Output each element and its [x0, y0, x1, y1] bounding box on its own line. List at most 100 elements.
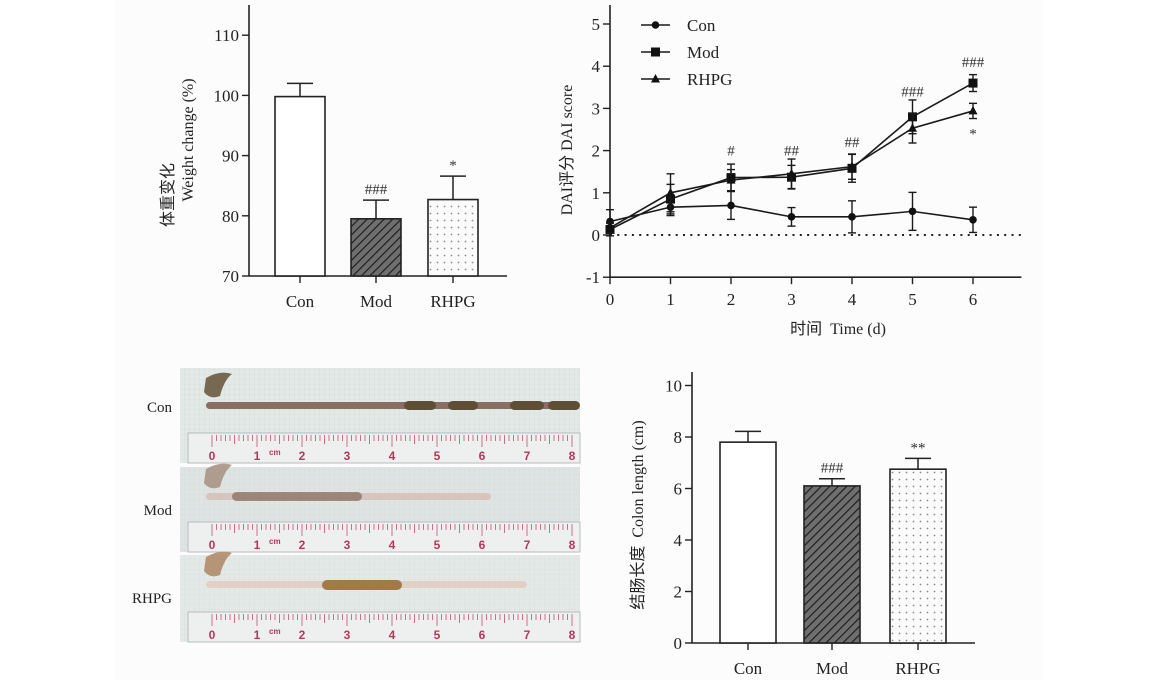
weight-change-chart: 70 80 90 100 110 Con Mod ### RHPG *	[214, 5, 507, 311]
significance-label: ###	[962, 55, 985, 71]
legend-marker	[651, 47, 660, 57]
fecal-pellet	[404, 401, 436, 410]
photo-mod: 0 1 2 3 4 5 6 7 8 cm Mod	[144, 463, 581, 553]
y-tick-label: 110	[214, 26, 239, 45]
bar-mod	[350, 218, 402, 277]
cecum	[204, 551, 232, 577]
y-tick-label: 4	[674, 531, 683, 550]
ruler-number: 5	[434, 449, 441, 463]
significance-label: #	[727, 144, 735, 160]
data-point	[727, 201, 735, 210]
photo-label: Con	[147, 400, 173, 416]
photo-rhpg: 0 1 2 3 4 5 6 7 8 cm RHPG	[132, 551, 581, 643]
ruler	[187, 432, 581, 464]
x-tick-label: 0	[606, 290, 615, 309]
colon-ylabel: 结肠长度 Colon length (cm)	[629, 420, 647, 609]
data-point	[968, 105, 978, 115]
significance-label: *	[449, 158, 457, 174]
ruler-number: 6	[479, 628, 486, 642]
x-tick-label: 1	[666, 290, 675, 309]
ruler-number: 2	[299, 538, 306, 552]
data-point	[787, 168, 796, 178]
bar-rhpg	[427, 198, 479, 277]
data-point	[968, 78, 978, 88]
x-tick-label: RHPG	[430, 292, 475, 311]
dai-ylabel: DAI评分 DAI score	[558, 85, 576, 216]
colon-tissue	[206, 402, 572, 409]
x-tick-label: 5	[908, 290, 917, 309]
significance-label: **	[911, 440, 926, 456]
ruler-number: 0	[209, 628, 216, 642]
ruler-number: 0	[209, 538, 216, 552]
ruler-number: 8	[569, 538, 576, 552]
x-tick-label: 6	[969, 290, 978, 309]
ruler-number: 4	[389, 628, 396, 642]
photo-con: 0 1 2 3 4 5 6 7 8 cm Con	[147, 368, 581, 464]
x-tick-label: Mod	[816, 659, 849, 678]
x-tick-label: Con	[286, 292, 315, 311]
x-tick-label: RHPG	[895, 659, 940, 678]
ruler-number: 7	[524, 449, 531, 463]
y-tick-label: 80	[222, 207, 239, 226]
series-rhpg	[605, 102, 978, 234]
ruler-number: 0	[209, 449, 216, 463]
ruler-number: 3	[344, 628, 351, 642]
dai-xlabel: 时间 Time (d)	[790, 320, 886, 338]
bar-con	[719, 441, 777, 644]
x-tick-label: 4	[848, 290, 857, 309]
y-tick-label: 2	[592, 142, 601, 161]
ruler-unit: cm	[269, 448, 281, 457]
ruler-number: 8	[569, 628, 576, 642]
y-tick-label: 4	[592, 57, 601, 76]
significance-label: ###	[365, 182, 388, 198]
legend-label: Con	[687, 16, 716, 35]
x-tick-label: 2	[727, 290, 736, 309]
ruler-number: 7	[524, 628, 531, 642]
fecal-pellet	[548, 401, 580, 410]
y-tick-label: 0	[674, 634, 683, 653]
ruler-number: 7	[524, 538, 531, 552]
significance-label: ###	[901, 85, 924, 101]
significance-label: ###	[821, 461, 844, 477]
ruler-unit: cm	[269, 627, 281, 636]
ruler	[187, 611, 581, 643]
photo-label: RHPG	[132, 591, 172, 607]
weight-ylabel-cn: 体重变化	[159, 163, 177, 227]
data-point	[908, 123, 917, 132]
data-point	[969, 216, 977, 224]
data-point	[787, 213, 796, 221]
data-point	[847, 161, 857, 171]
photo-label: Mod	[144, 503, 173, 519]
ruler-number: 1	[254, 628, 261, 642]
bar-mod	[803, 485, 861, 644]
tissue-segment	[322, 580, 402, 590]
ruler-number: 5	[434, 538, 441, 552]
significance-label: ##	[845, 135, 861, 151]
data-point	[848, 213, 856, 221]
y-tick-label: 0	[592, 226, 601, 245]
x-tick-label: 3	[787, 290, 796, 309]
y-tick-label: 5	[592, 15, 601, 34]
ruler-number: 2	[299, 449, 306, 463]
ruler-number: 5	[434, 628, 441, 642]
weight-ylabel: Weight change (%)	[180, 78, 197, 201]
ruler-number: 2	[299, 628, 306, 642]
colon-photos: 0 1 2 3 4 5 6 7 8 cm Con 0 1 2 3 4 5 6 7 8 cm Mod 0 1 2 3 4 5 6 7 8 cm R…	[132, 368, 581, 643]
legend-marker	[651, 74, 660, 83]
cecum	[204, 372, 232, 398]
data-point	[908, 207, 917, 216]
y-tick-label: 1	[592, 184, 601, 203]
ruler-number: 8	[569, 449, 576, 463]
y-tick-label: 100	[214, 86, 240, 105]
y-tick-label: 2	[674, 583, 683, 602]
legend-label: Mod	[687, 43, 720, 62]
y-tick-label: 3	[592, 99, 601, 118]
ruler-number: 1	[254, 449, 261, 463]
fecal-pellet	[510, 401, 544, 410]
legend-marker	[651, 21, 660, 29]
ruler-unit: cm	[269, 537, 281, 546]
y-tick-label: 8	[674, 428, 683, 447]
ruler-number: 3	[344, 538, 351, 552]
